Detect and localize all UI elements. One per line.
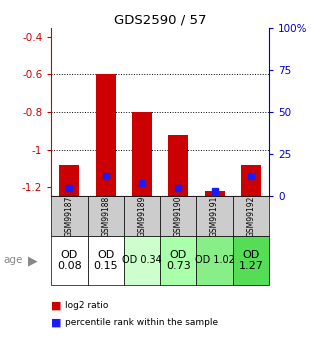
Bar	[197, 196, 233, 236]
Title: GDS2590 / 57: GDS2590 / 57	[114, 13, 207, 27]
Bar	[124, 196, 160, 236]
Text: GSM99187: GSM99187	[65, 196, 74, 237]
Bar	[96, 75, 116, 196]
Text: OD
1.27: OD 1.27	[239, 250, 263, 271]
Bar	[168, 135, 188, 196]
Bar	[51, 196, 88, 236]
Bar	[132, 112, 152, 196]
Text: OD
0.08: OD 0.08	[57, 250, 82, 271]
Text: log2 ratio: log2 ratio	[65, 301, 109, 310]
Text: OD 1.02: OD 1.02	[195, 256, 234, 265]
Text: GSM99191: GSM99191	[210, 196, 219, 237]
Text: ■: ■	[51, 300, 62, 310]
Text: GSM99188: GSM99188	[101, 196, 110, 237]
Bar	[233, 196, 269, 236]
Text: GSM99190: GSM99190	[174, 196, 183, 237]
Bar	[88, 196, 124, 236]
Text: OD
0.73: OD 0.73	[166, 250, 191, 271]
Text: GSM99189: GSM99189	[137, 196, 146, 237]
Text: percentile rank within the sample: percentile rank within the sample	[65, 318, 218, 327]
Text: GSM99192: GSM99192	[246, 196, 255, 237]
Bar	[59, 165, 79, 196]
Text: ■: ■	[51, 318, 62, 327]
Text: age: age	[3, 256, 22, 265]
Text: OD 0.34: OD 0.34	[122, 256, 162, 265]
Bar	[205, 191, 225, 196]
Bar	[241, 165, 261, 196]
Bar	[160, 196, 197, 236]
Text: OD
0.15: OD 0.15	[93, 250, 118, 271]
Text: ▶: ▶	[28, 254, 37, 267]
